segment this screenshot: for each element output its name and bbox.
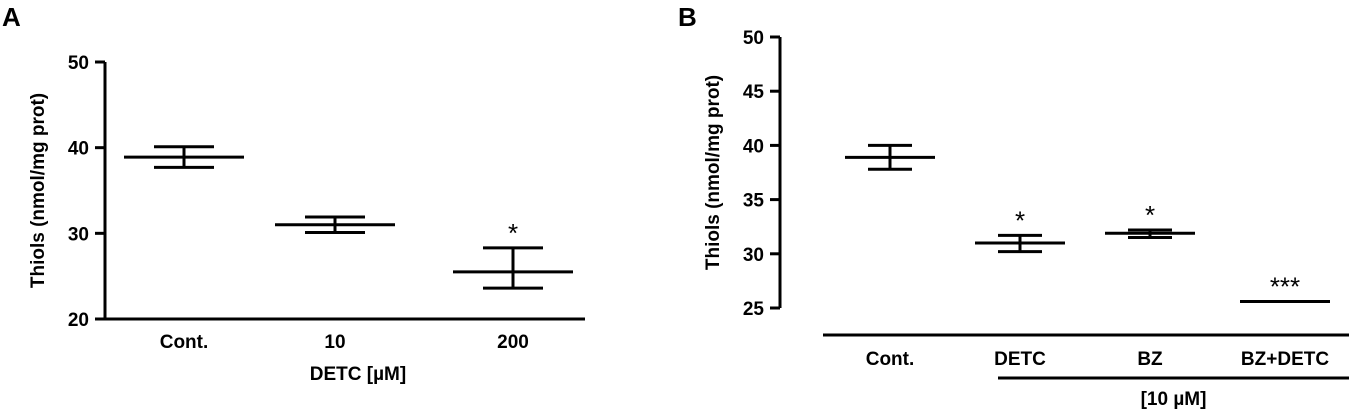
panel-b-x-tick-label: BZ+DETC [1241, 349, 1329, 370]
panel-b-y-tick-label: 30 [743, 245, 764, 266]
panel-a-y-tick-label: 30 [68, 224, 89, 245]
panel-b-label: B [678, 2, 697, 32]
panel-b-y-tick-label: 45 [743, 82, 765, 103]
panel-a-x-axis-title: DETC [µM] [310, 364, 406, 385]
panel-a-y-tick-label: 40 [68, 139, 89, 160]
panel-a-significance-marker: * [508, 218, 518, 248]
panel-b-significance-marker: *** [1270, 271, 1300, 301]
panel-a: 20 30 40 50 Thiols (nmol/mg prot) Cont. 10 200 *… [28, 53, 585, 385]
panel-a-x-tick-label: Cont. [160, 332, 209, 353]
panel-b-y-tick-label: 40 [743, 136, 764, 157]
panel-a-label: A [2, 2, 21, 32]
panel-b-x-tick-label: Cont. [866, 349, 915, 370]
panel-b-group-label: [10 µM] [1141, 389, 1207, 409]
panel-b-y-tick-label: 35 [743, 191, 765, 212]
panel-b-y-tick-label: 50 [743, 28, 764, 49]
panel-a-y-tick-label: 20 [68, 310, 89, 331]
panel-b-significance-marker: * [1145, 200, 1155, 230]
panel-b-x-tick-label: BZ [1137, 349, 1163, 370]
panel-b-y-axis-title: Thiols (nmol/mg prot) [703, 75, 724, 270]
panel-b-significance-marker: * [1015, 205, 1025, 235]
panel-b: 25 30 35 40 45 50 Thiols (nmol/mg prot) Cont. DE… [703, 28, 1349, 409]
panel-a-y-axis-title: Thiols (nmol/mg prot) [28, 93, 49, 288]
panel-b-x-tick-label: DETC [994, 349, 1046, 370]
panel-a-x-tick-label: 200 [497, 332, 529, 353]
panel-a-y-tick-label: 50 [68, 53, 89, 74]
panel-b-y-tick-label: 25 [743, 299, 765, 320]
panel-a-x-tick-label: 10 [324, 332, 345, 353]
